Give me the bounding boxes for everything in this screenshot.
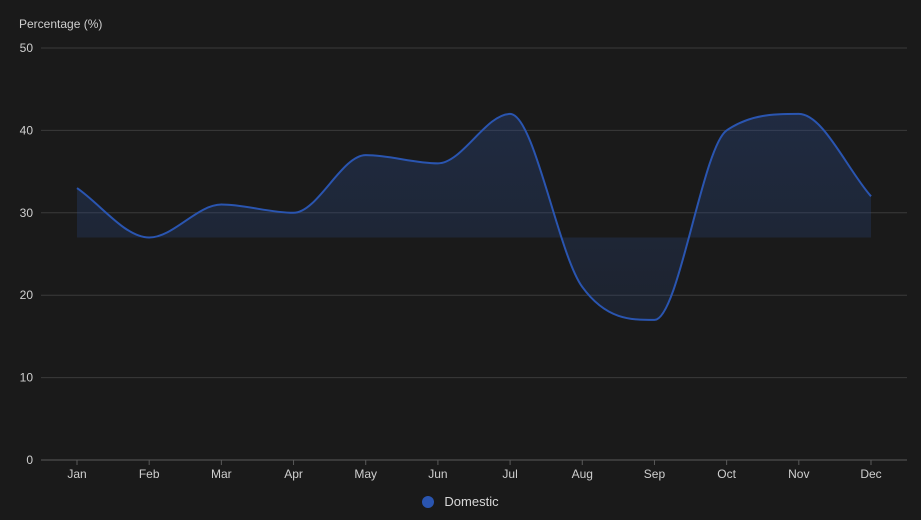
data-point-mar[interactable]	[217, 201, 225, 209]
y-axis-title: Percentage (%)	[19, 17, 102, 31]
data-point-aug[interactable]	[578, 283, 586, 291]
y-tick-label: 10	[20, 371, 34, 385]
data-point-dec[interactable]	[867, 192, 875, 200]
y-tick-label: 30	[20, 206, 34, 220]
y-axis-ticks: 0 10 20 30 40 50	[20, 41, 34, 467]
data-point-apr[interactable]	[290, 209, 298, 217]
legend-swatch-domestic[interactable]	[422, 495, 435, 508]
legend[interactable]: Domestic	[0, 494, 921, 509]
x-tick-label: May	[354, 467, 377, 481]
x-tick-label: Oct	[717, 467, 736, 481]
y-tick-label: 0	[26, 453, 33, 467]
x-tick-label: Aug	[572, 467, 593, 481]
data-point-may[interactable]	[362, 151, 370, 159]
data-point-oct[interactable]	[723, 126, 731, 134]
y-tick-label: 50	[20, 41, 34, 55]
grid-lines	[41, 47, 907, 461]
x-tick-label: Feb	[139, 467, 160, 481]
y-tick-label: 20	[20, 288, 34, 302]
data-point-jul[interactable]	[506, 110, 514, 118]
x-tick-label: Apr	[284, 467, 303, 481]
data-point-sep[interactable]	[650, 316, 658, 324]
x-tick-label: Jan	[67, 467, 86, 481]
x-tick-label: Jun	[428, 467, 447, 481]
data-point-nov[interactable]	[795, 110, 803, 118]
x-axis-ticks: Jan Feb Mar Apr May Jun Jul Aug Sep Oct Nov Dec	[67, 460, 882, 481]
data-point-jun[interactable]	[434, 159, 442, 167]
legend-label-domestic[interactable]: Domestic	[444, 494, 499, 509]
x-tick-label: Dec	[860, 467, 881, 481]
data-point-jan[interactable]	[73, 184, 81, 192]
y-tick-label: 40	[20, 123, 34, 137]
x-tick-label: Jul	[502, 467, 517, 481]
x-tick-label: Mar	[211, 467, 232, 481]
x-tick-label: Nov	[788, 467, 809, 481]
series-line-0[interactable]	[76, 112, 872, 321]
x-tick-label: Sep	[644, 467, 666, 481]
data-point-feb[interactable]	[145, 234, 153, 242]
series-area-0	[77, 113, 871, 320]
series-layer	[73, 110, 875, 324]
